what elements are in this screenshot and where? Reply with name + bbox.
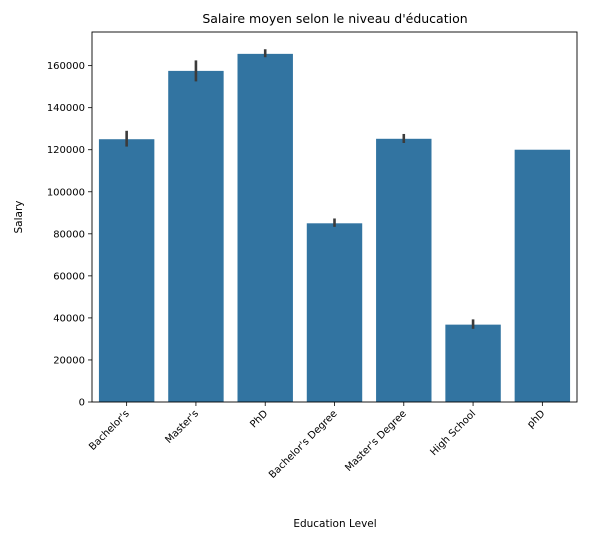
x-axis-title: Education Level <box>293 518 376 530</box>
x-tick-label: PhD <box>248 408 270 430</box>
x-tick-label: Master's Degree <box>343 408 409 474</box>
x-tick-label: Bachelor's <box>87 408 132 453</box>
bar <box>168 71 223 402</box>
y-tick-label: 80000 <box>53 229 85 240</box>
bar <box>238 54 293 402</box>
bar <box>99 139 154 402</box>
y-axis: 0 20000 40000 60000 80000 100000 120000 140000 1… <box>47 61 92 408</box>
bar <box>307 223 362 402</box>
chart-title: Salaire moyen selon le niveau d'éducatio… <box>202 11 467 26</box>
bar <box>515 150 570 402</box>
x-tick-label: phD <box>525 408 547 430</box>
x-tick-label: Bachelor's Degree <box>267 408 340 481</box>
y-tick-label: 100000 <box>47 187 85 198</box>
y-tick-label: 20000 <box>53 355 85 366</box>
y-tick-label: 40000 <box>53 313 85 324</box>
x-tick-label: Master's <box>163 408 201 446</box>
bars-group <box>99 54 570 402</box>
y-tick-label: 60000 <box>53 271 85 282</box>
y-tick-label: 120000 <box>47 145 85 156</box>
y-tick-label: 160000 <box>47 61 85 72</box>
bar <box>376 139 431 402</box>
bar <box>445 325 500 402</box>
y-axis-title: Salary <box>13 201 25 234</box>
y-tick-label: 140000 <box>47 103 85 114</box>
y-tick-label: 0 <box>79 398 85 409</box>
x-tick-label: High School <box>428 408 478 458</box>
